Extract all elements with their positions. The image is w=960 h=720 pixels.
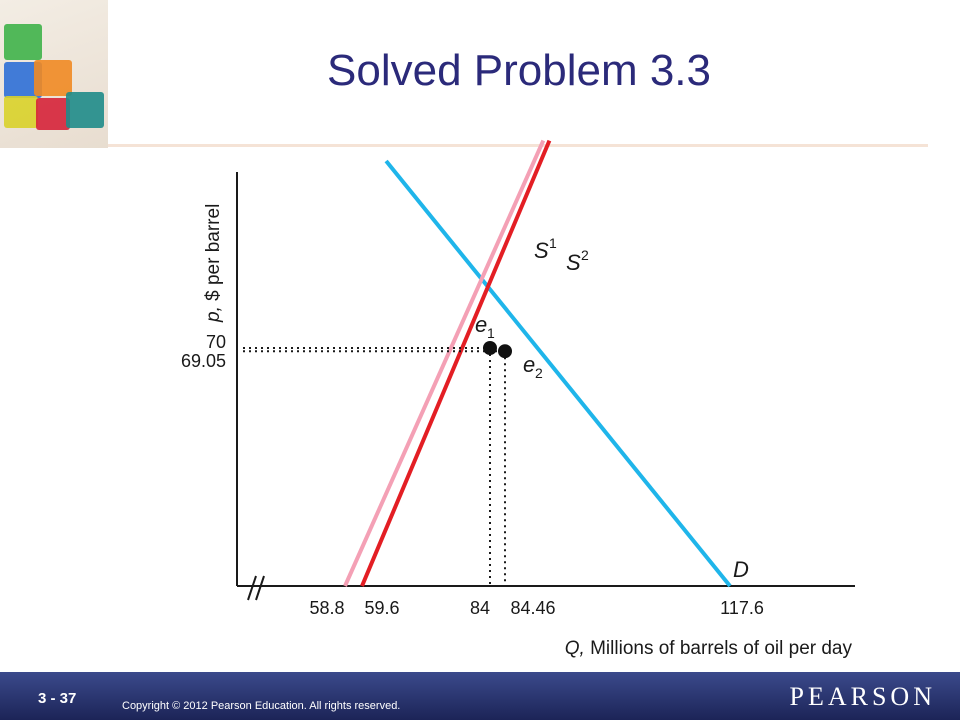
series-label: S	[566, 250, 581, 275]
y-tick-label: 70	[206, 332, 226, 352]
publisher-logo: PEARSON	[789, 682, 936, 711]
header-divider	[108, 144, 928, 147]
y-axis-label: p, $ per barrel	[203, 204, 224, 323]
series-label-superscript: 2	[581, 247, 589, 263]
series-label: D	[733, 557, 749, 582]
cube-yellow	[4, 96, 38, 128]
axis-break-mark	[255, 575, 265, 601]
x-tick-label: 59.6	[364, 598, 399, 618]
cube-teal	[66, 92, 104, 128]
axis-break-mark	[247, 575, 257, 601]
x-tick-label: 84.46	[510, 598, 555, 618]
slide-number: 3 - 37	[38, 690, 77, 707]
cube-red	[36, 98, 70, 130]
footer-bar: 3 - 37 Copyright © 2012 Pearson Educatio…	[0, 672, 960, 720]
cube-orange	[34, 60, 72, 96]
equilibrium-point-e2	[498, 344, 512, 359]
x-tick-label: 84	[470, 598, 490, 618]
series-line-s2	[360, 139, 552, 587]
series-line-d	[384, 159, 732, 588]
equilibrium-label-subscript: 1	[487, 325, 495, 341]
x-tick-label: 117.6	[720, 598, 764, 618]
slide-title: Solved Problem 3.3	[327, 46, 711, 95]
equilibrium-point-e1	[483, 341, 497, 355]
y-tick-label: 69.05	[181, 351, 226, 371]
x-axis-label: Q, Millions of barrels of oil per day	[565, 638, 853, 659]
series-line-s1	[343, 139, 546, 587]
series-label: S	[534, 238, 549, 263]
x-tick-label: 58.8	[309, 598, 344, 618]
equilibrium-label-subscript: 2	[535, 365, 543, 381]
corner-cubes-image	[0, 0, 108, 148]
supply-demand-chart: e 1 e 2 D S 1 S 2 70 69.05 58.8 59.6 84 84.46 117.6 Q, M…	[181, 139, 855, 659]
cube-green	[4, 24, 42, 60]
copyright-text: Copyright © 2012 Pearson Education. All …	[122, 700, 401, 712]
equilibrium-label: e	[523, 352, 535, 377]
series-label-superscript: 1	[549, 235, 557, 251]
equilibrium-label: e	[475, 312, 487, 337]
